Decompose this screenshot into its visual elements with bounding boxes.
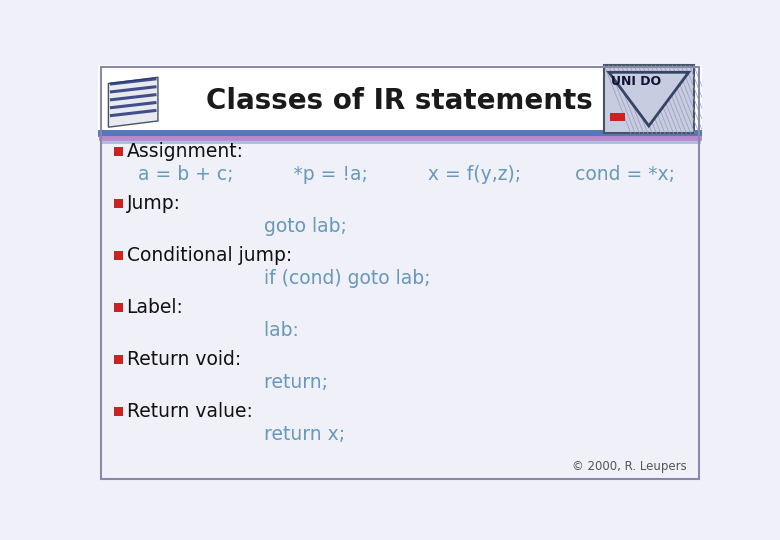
Text: Return value:: Return value: (126, 402, 253, 421)
Text: goto lab;: goto lab; (115, 217, 347, 235)
Bar (610, 113, 626, 121)
Text: Conditional jump:: Conditional jump: (126, 246, 292, 265)
Text: a = b + c;          *p = !a;          x = f(y,z);         cond = *x;: a = b + c; *p = !a; x = f(y,z); cond = *… (115, 165, 675, 184)
Bar (98, 65, 702, 138)
Bar (115, 147, 123, 156)
Text: if (cond) goto lab;: if (cond) goto lab; (115, 268, 431, 288)
Text: return;: return; (115, 373, 328, 392)
Bar (115, 303, 123, 312)
Text: Return void:: Return void: (126, 350, 241, 369)
Polygon shape (108, 77, 158, 127)
Text: Assignment:: Assignment: (126, 142, 243, 161)
Text: Label:: Label: (126, 298, 183, 317)
Text: Classes of IR statements: Classes of IR statements (207, 87, 593, 115)
Text: Jump:: Jump: (126, 194, 180, 213)
Bar (115, 251, 123, 260)
Text: return x;: return x; (115, 424, 346, 443)
Bar (115, 407, 123, 416)
Text: lab:: lab: (115, 321, 300, 340)
Polygon shape (609, 72, 689, 126)
Bar (115, 355, 123, 364)
Text: © 2000, R. Leupers: © 2000, R. Leupers (573, 460, 687, 473)
Bar (115, 199, 123, 208)
Bar (98, 138, 702, 481)
Bar (604, 65, 693, 133)
Text: UNI DO: UNI DO (612, 75, 661, 88)
